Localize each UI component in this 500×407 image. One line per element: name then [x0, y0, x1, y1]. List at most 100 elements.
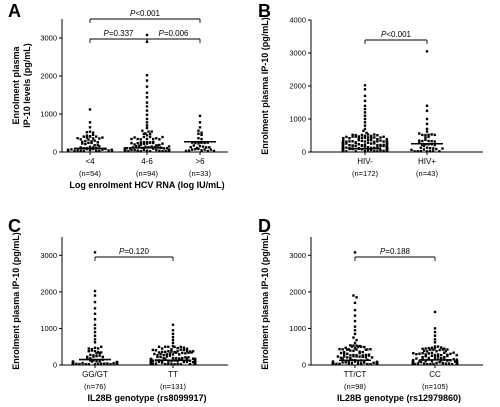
data-point	[178, 353, 181, 356]
data-point	[130, 141, 133, 145]
data-point	[422, 349, 426, 353]
p-value: =0.188	[385, 247, 410, 256]
data-point	[110, 149, 114, 153]
data-point	[208, 146, 211, 149]
data-point	[167, 362, 170, 365]
data-point	[81, 142, 84, 145]
data-point	[349, 349, 352, 352]
data-point	[341, 357, 344, 360]
data-point	[411, 361, 415, 364]
data-point	[446, 353, 449, 356]
data-point	[424, 138, 427, 142]
data-point	[95, 149, 98, 153]
data-point	[342, 136, 345, 140]
data-point	[342, 139, 345, 142]
data-point	[373, 133, 376, 136]
data-point	[351, 133, 354, 137]
data-point	[173, 350, 176, 354]
data-point	[331, 360, 335, 363]
data-point	[93, 363, 97, 366]
data-point	[455, 360, 459, 363]
data-point	[424, 353, 427, 356]
data-point	[446, 354, 449, 358]
data-point	[115, 362, 119, 366]
data-point	[375, 360, 379, 364]
data-point	[93, 330, 97, 334]
y-tick-label: 2000	[40, 287, 57, 296]
data-point	[444, 362, 448, 365]
data-point	[345, 146, 348, 149]
data-point	[148, 133, 152, 136]
data-point	[170, 363, 173, 366]
p-value-label: P<0.001	[130, 9, 161, 18]
data-point	[90, 349, 94, 352]
data-point	[171, 329, 175, 332]
data-point	[353, 251, 357, 254]
data-point	[370, 136, 373, 140]
data-point	[133, 136, 136, 139]
data-point	[342, 355, 346, 358]
data-point	[182, 346, 186, 349]
y-tick-label: 0	[53, 148, 57, 157]
data-point	[370, 356, 374, 359]
data-point	[342, 145, 345, 149]
data-point	[144, 132, 147, 135]
data-point	[352, 353, 355, 357]
data-point	[155, 144, 158, 147]
data-point	[433, 345, 437, 348]
data-point	[145, 142, 149, 145]
category-label: <4	[85, 157, 95, 166]
data-point	[363, 127, 367, 131]
data-point	[179, 363, 182, 366]
data-point	[194, 141, 197, 145]
data-point	[76, 149, 79, 152]
data-point	[189, 145, 192, 149]
data-point	[419, 360, 423, 364]
data-point	[425, 122, 429, 126]
p-value-label: P<0.001	[381, 30, 412, 39]
data-point	[425, 127, 429, 131]
data-point	[170, 350, 173, 353]
y-tick-label: 0	[302, 361, 306, 370]
data-point	[367, 354, 371, 357]
data-point	[346, 356, 349, 359]
p-symbol: P	[130, 9, 136, 18]
data-point	[98, 360, 101, 363]
data-point	[90, 141, 93, 145]
data-point	[357, 138, 360, 142]
data-point	[100, 362, 103, 365]
data-point	[353, 301, 357, 305]
data-point	[173, 363, 176, 366]
data-point	[355, 296, 358, 299]
data-point	[154, 349, 158, 352]
data-point	[422, 144, 426, 148]
data-point	[82, 149, 85, 153]
data-point	[341, 348, 344, 351]
n-label: (n=33)	[189, 169, 211, 178]
data-point	[95, 352, 98, 355]
data-point	[351, 140, 354, 143]
data-point	[165, 146, 169, 150]
data-point	[432, 147, 435, 150]
data-point	[436, 355, 440, 358]
data-point	[89, 353, 92, 357]
data-point	[89, 359, 92, 362]
data-point	[181, 356, 184, 360]
data-point	[96, 350, 100, 354]
data-point	[342, 149, 345, 152]
data-point	[358, 355, 361, 358]
data-point	[356, 345, 360, 349]
data-point	[353, 329, 357, 332]
data-point	[353, 341, 357, 345]
data-point	[145, 91, 149, 94]
y-tick-label: 1000	[40, 110, 57, 119]
data-point	[81, 361, 84, 365]
data-point	[193, 357, 197, 361]
data-point	[433, 341, 437, 344]
y-axis-title: Enrolment plasma IP-10 (pg/mL)	[260, 17, 270, 155]
data-point	[159, 352, 162, 356]
data-point	[87, 363, 90, 366]
data-point	[352, 344, 355, 347]
data-point	[363, 114, 367, 117]
data-point	[170, 360, 173, 363]
